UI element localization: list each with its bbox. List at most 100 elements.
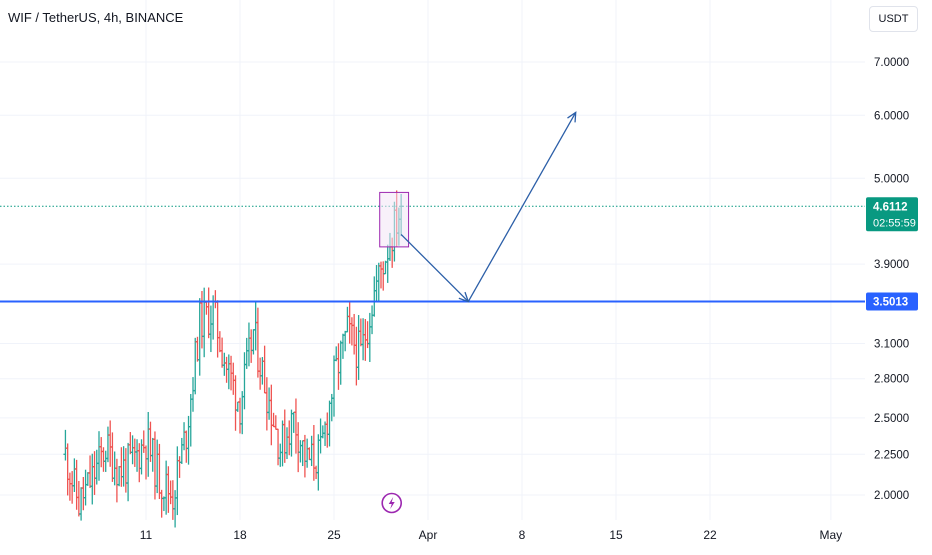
ohlc-bar	[70, 471, 75, 504]
ohlc-bar	[332, 355, 336, 417]
ohlc-bar	[213, 290, 218, 309]
annotations[interactable]	[379, 111, 577, 303]
ohlc-bar	[269, 384, 274, 446]
y-tick-label: 6.0000	[874, 110, 909, 122]
ohlc-bar	[108, 420, 113, 467]
candles	[63, 190, 404, 528]
ohlc-bar	[354, 326, 359, 386]
ohlc-bar	[168, 480, 173, 505]
support-price-badge	[866, 292, 918, 311]
ohlc-bar	[128, 432, 133, 455]
ohlc-bar	[298, 440, 303, 463]
projection-arrow-up-head	[567, 111, 577, 123]
ohlc-bar	[381, 261, 386, 291]
ohlc-bar	[361, 318, 366, 361]
ohlc-bar	[195, 336, 200, 362]
support-price-label: 3.5013	[873, 296, 908, 308]
ohlc-bar	[244, 337, 249, 369]
y-axis[interactable]: 7.0000 6.0000 5.0000 3.9000 3.1000 2.8000 2.50…	[866, 57, 918, 502]
x-tick-label: Apr	[419, 528, 438, 542]
ohlc-bar	[126, 442, 131, 502]
ohlc-bar	[166, 466, 171, 513]
ohlc-bar	[137, 443, 142, 483]
ohlc-bar	[345, 306, 350, 333]
ohlc-bar	[157, 443, 162, 500]
x-tick-label: 15	[609, 528, 623, 542]
ohlc-bar	[233, 375, 238, 431]
ohlc-bar	[204, 301, 209, 315]
ohlc-bar	[347, 301, 352, 344]
ohlc-bar	[267, 387, 272, 420]
ohlc-bar	[255, 307, 260, 378]
ohlc-bar	[177, 456, 182, 478]
ohlc-bar	[374, 265, 379, 301]
grid	[0, 0, 865, 520]
ohlc-bar	[251, 329, 256, 355]
ohlc-bar	[246, 322, 251, 367]
ohlc-bar	[110, 432, 115, 482]
ohlc-bar	[242, 352, 247, 410]
ohlc-bar	[94, 449, 99, 485]
ohlc-bar	[358, 318, 363, 347]
ohlc-bar	[327, 400, 332, 447]
ohlc-bar	[175, 446, 180, 516]
x-tick-label: May	[820, 528, 843, 542]
ohlc-bar	[372, 276, 377, 317]
ohlc-bar	[63, 429, 68, 461]
ohlc-bar	[300, 440, 305, 467]
ohlc-bar	[305, 438, 310, 468]
ohlc-bar	[226, 354, 231, 390]
ohlc-bar	[182, 422, 187, 451]
ohlc-bar	[278, 443, 283, 467]
y-tick-label: 2.0000	[874, 490, 909, 502]
ohlc-bar	[316, 434, 321, 491]
ohlc-bar	[197, 298, 202, 376]
ohlc-bar	[296, 422, 301, 473]
ohlc-bar	[320, 425, 325, 439]
y-tick-label: 2.5000	[874, 413, 909, 425]
projection-arrow-up[interactable]	[467, 112, 577, 302]
ohlc-bar	[262, 345, 267, 394]
ohlc-bar	[356, 315, 361, 380]
ohlc-bar	[117, 466, 122, 487]
currency-button[interactable]: USDT	[869, 6, 918, 32]
y-tick-label: 5.0000	[874, 173, 909, 185]
ohlc-bar	[72, 458, 77, 493]
y-tick-label: 2.2500	[874, 449, 909, 461]
ohlc-bar	[101, 447, 106, 472]
ohlc-bar	[85, 472, 90, 486]
highlight-box[interactable]	[379, 191, 410, 248]
symbol-title: WIF / TetherUS, 4h, BINANCE	[8, 10, 184, 25]
ohlc-bar	[79, 487, 84, 521]
ohlc-bar	[130, 435, 135, 465]
ohlc-bar	[370, 305, 375, 335]
ohlc-bar	[338, 340, 343, 385]
projection-arrow-down[interactable]	[400, 234, 469, 303]
ohlc-bar	[235, 401, 240, 412]
current-price-label: 4.6112	[873, 201, 908, 213]
countdown-label: 02:55:59	[873, 217, 916, 229]
ohlc-bar	[99, 437, 104, 468]
y-tick-label: 3.9000	[874, 259, 909, 271]
ohlc-bar	[293, 398, 298, 454]
ohlc-bar	[280, 420, 285, 467]
ohlc-bar	[121, 446, 126, 487]
ohlc-bar	[271, 412, 276, 428]
ohlc-bar	[240, 391, 245, 435]
ohlc-bar	[208, 305, 213, 353]
ohlc-bar	[376, 262, 381, 302]
lightning-icon[interactable]	[381, 492, 403, 514]
x-tick-label: 25	[327, 528, 341, 542]
ohlc-bar	[74, 459, 79, 510]
x-axis[interactable]: 11 18 25 Apr 8 15 22 May	[140, 528, 842, 542]
ohlc-bar	[323, 421, 328, 446]
ohlc-bar	[81, 476, 86, 511]
ohlc-bar	[215, 300, 220, 358]
ohlc-bar	[206, 287, 211, 339]
ohlc-bar	[76, 481, 81, 517]
ohlc-bar	[119, 447, 124, 487]
ohlc-bar	[146, 411, 151, 477]
ohlc-bar	[199, 291, 204, 349]
